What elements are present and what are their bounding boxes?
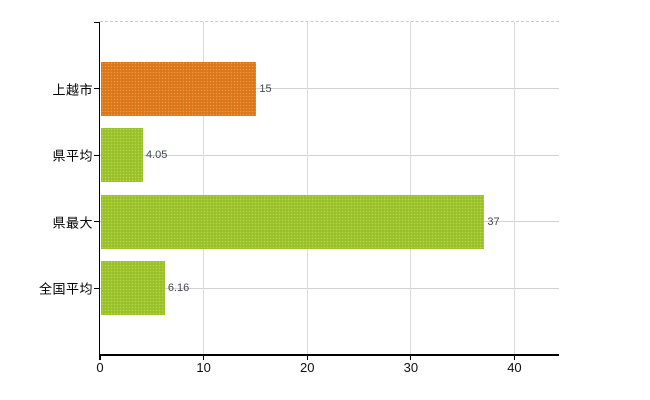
x-tick-label: 30 — [403, 360, 419, 375]
bar-value-label: 4.05 — [145, 149, 168, 162]
y-axis-tick — [93, 287, 100, 290]
y-axis-tick — [93, 88, 100, 90]
bar-県最大 — [101, 194, 485, 249]
bar-上越市 — [101, 61, 257, 116]
y-axis-top-tick — [93, 21, 100, 23]
bar-value-label: 15 — [259, 82, 272, 95]
x-axis-tick — [306, 355, 308, 360]
category-label: 全国平均 — [38, 281, 93, 297]
bar-県平均 — [101, 128, 143, 183]
category-gridline — [100, 88, 559, 90]
x-axis-line — [98, 354, 560, 356]
y-axis-line — [98, 22, 101, 355]
category-label: 上越市 — [52, 82, 93, 98]
x-tick-label: 20 — [299, 360, 315, 375]
x-axis-tick — [410, 355, 412, 360]
category-gridline — [100, 287, 559, 289]
plot-top-border — [100, 21, 559, 22]
x-gridline — [513, 22, 515, 355]
x-axis-tick — [513, 355, 516, 360]
y-axis-tick — [93, 154, 100, 156]
x-tick-label: 0 — [96, 360, 104, 375]
y-axis-tick — [93, 221, 100, 223]
category-label: 県平均 — [52, 148, 93, 164]
x-tick-label: 40 — [507, 360, 522, 375]
x-axis-tick — [203, 355, 205, 360]
category-label: 県最大 — [52, 215, 93, 231]
x-tick-label: 10 — [196, 360, 211, 375]
x-gridline — [306, 22, 308, 355]
x-gridline — [203, 22, 205, 355]
category-gridline — [100, 154, 559, 156]
bar-value-label: 37 — [487, 215, 500, 228]
bar-全国平均 — [101, 261, 165, 316]
x-axis-tick — [99, 355, 101, 360]
bar-value-label: 6.16 — [167, 282, 190, 295]
x-gridline — [410, 22, 412, 355]
